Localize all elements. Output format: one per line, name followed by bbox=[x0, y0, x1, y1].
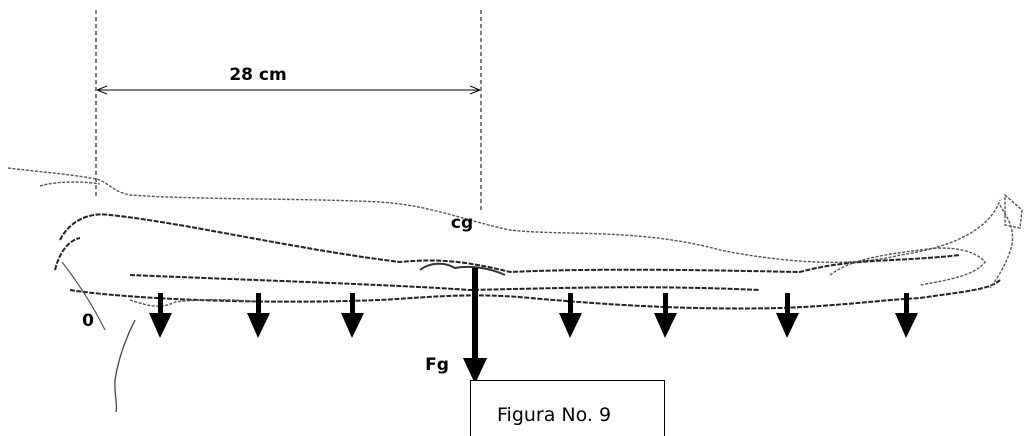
arm-sketch bbox=[7, 167, 1023, 413]
arrow bbox=[341, 293, 364, 338]
caption: Figura No. 9 bbox=[497, 404, 611, 426]
arrow bbox=[654, 293, 677, 338]
dimension-label: 28 cm bbox=[229, 65, 286, 85]
load-arrows bbox=[149, 293, 918, 338]
arrow bbox=[559, 293, 582, 338]
arrow bbox=[895, 293, 918, 338]
caption-box bbox=[470, 380, 665, 436]
arrow bbox=[247, 293, 270, 338]
gravity-arrow bbox=[463, 268, 487, 384]
origin-label: 0 bbox=[82, 311, 94, 331]
arrow bbox=[776, 293, 799, 338]
arrow bbox=[149, 293, 172, 338]
force-label: Fg bbox=[425, 355, 449, 375]
cg-label: cg bbox=[451, 213, 473, 233]
